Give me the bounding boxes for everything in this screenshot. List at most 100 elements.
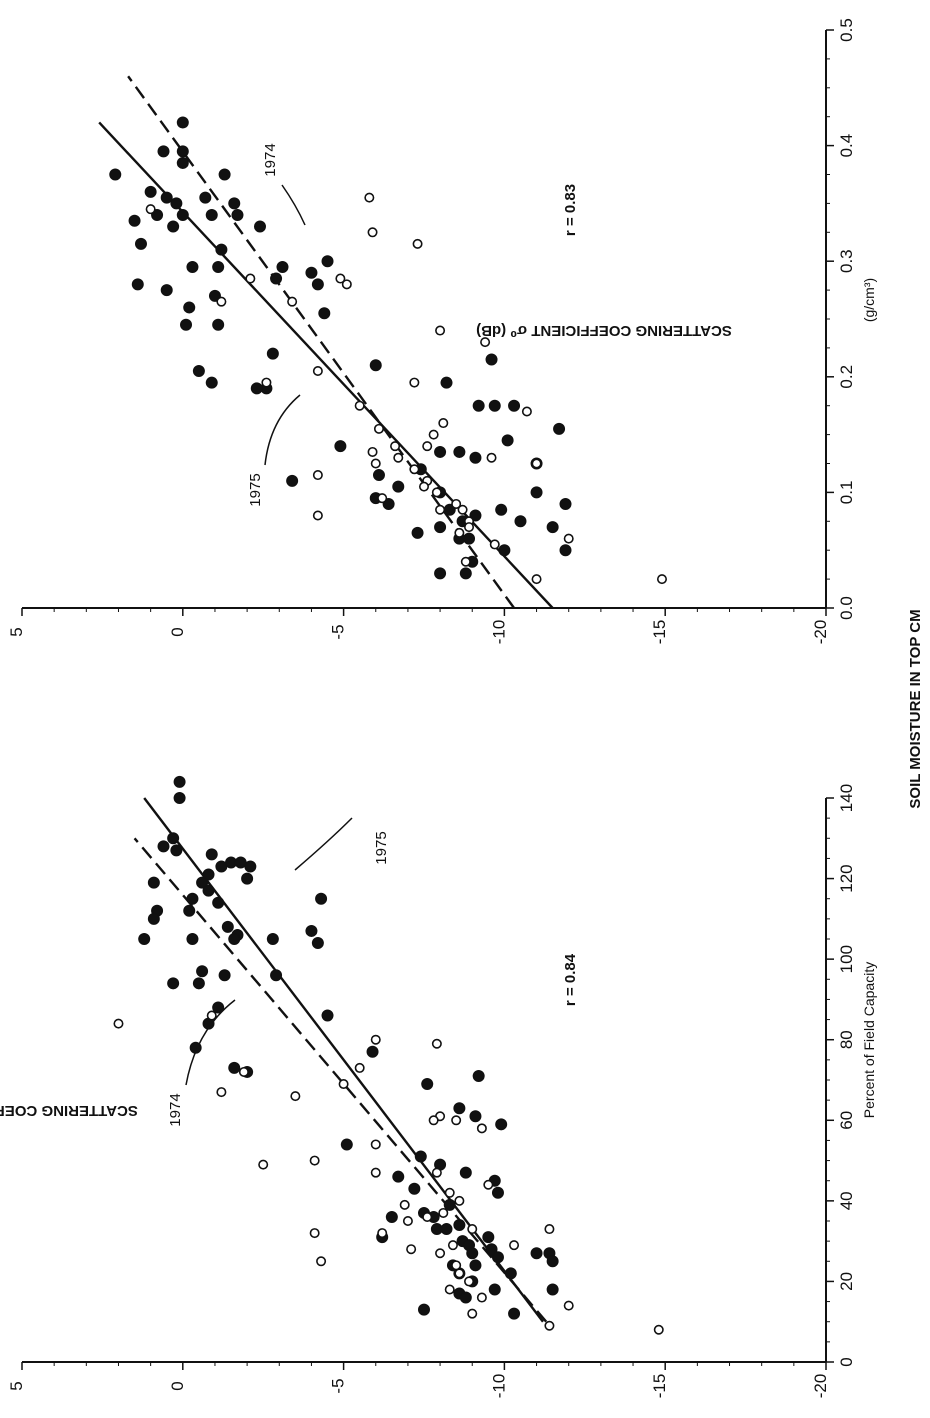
filled-point-chart-2: [321, 255, 334, 268]
filled-point-chart-2: [170, 197, 183, 210]
points-open-1: [113, 1010, 664, 1335]
filled-point-chart-1: [202, 868, 215, 881]
filled-point-chart-2: [250, 382, 263, 395]
filled-point-chart-2: [157, 145, 170, 158]
filled-point-chart-1: [244, 860, 257, 873]
x-tick-label-1: 140: [837, 784, 856, 812]
filled-point-chart-1: [221, 920, 234, 933]
open-point-chart-1: [206, 1010, 217, 1021]
filled-point-chart-1: [147, 912, 160, 925]
open-point-chart-1: [258, 1159, 269, 1170]
filled-point-chart-2: [453, 445, 466, 458]
filled-point-chart-1: [472, 1069, 485, 1082]
filled-point-chart-2: [231, 208, 244, 221]
open-point-chart-1: [377, 1228, 388, 1239]
filled-point-chart-2: [485, 353, 498, 366]
filled-point-chart-1: [173, 792, 186, 804]
filled-point-chart-1: [167, 977, 180, 990]
x-tick-label-1: 0: [837, 1357, 856, 1366]
open-point-chart-2: [312, 470, 323, 481]
line-label-1974-chart-2: 1974: [262, 143, 279, 176]
filled-point-chart-2: [469, 451, 482, 464]
filled-point-chart-2: [369, 359, 382, 372]
open-point-chart-1: [431, 1038, 442, 1049]
x-tick-label-2: 0.3: [837, 249, 856, 273]
filled-point-chart-2: [311, 278, 324, 291]
open-point-chart-1: [216, 1087, 227, 1098]
open-point-chart-1: [438, 1207, 449, 1218]
filled-point-chart-1: [453, 1102, 466, 1115]
open-point-chart-1: [370, 1139, 381, 1150]
filled-point-chart-1: [186, 892, 199, 905]
r-value-2: r = 0.83: [562, 184, 579, 236]
filled-point-chart-1: [546, 1255, 559, 1268]
filled-point-chart-2: [553, 422, 566, 435]
filled-point-chart-2: [559, 497, 572, 510]
filled-point-chart-2: [508, 399, 521, 412]
open-point-chart-2: [428, 429, 439, 440]
filled-point-chart-1: [392, 1170, 405, 1183]
x-tick-label-1: 120: [837, 864, 856, 892]
filled-point-chart-1: [147, 876, 160, 889]
filled-point-chart-1: [495, 1118, 508, 1131]
filled-point-chart-2: [131, 278, 144, 291]
filled-point-chart-1: [167, 832, 180, 845]
filled-point-chart-2: [109, 168, 122, 181]
filled-point-chart-1: [482, 1231, 495, 1244]
filled-point-chart-2: [318, 307, 331, 320]
filled-point-chart-2: [215, 243, 228, 256]
open-point-chart-1: [435, 1248, 446, 1259]
filled-point-chart-1: [157, 840, 170, 853]
x-tick-label-2: 0.2: [837, 365, 856, 389]
filled-point-chart-1: [321, 1009, 334, 1022]
open-point-chart-1: [454, 1195, 465, 1206]
filled-point-chart-1: [138, 933, 151, 945]
open-point-chart-1: [444, 1187, 455, 1198]
filled-point-chart-1: [488, 1283, 501, 1296]
y-tick-label-1: -20: [811, 1374, 830, 1399]
filled-point-chart-1: [459, 1166, 472, 1179]
points-open-2: [145, 192, 667, 585]
open-point-chart-2: [451, 498, 462, 509]
filled-point-chart-2: [253, 220, 266, 233]
filled-point-chart-1: [459, 1291, 472, 1304]
filled-point-chart-1: [315, 892, 328, 905]
y-tick-label-2: -5: [329, 624, 348, 639]
open-point-chart-1: [370, 1034, 381, 1045]
open-point-chart-2: [454, 527, 465, 538]
x-tick-label-2: 0.0: [837, 596, 856, 620]
filled-point-chart-2: [434, 521, 447, 534]
filled-point-chart-2: [334, 440, 347, 453]
filled-point-chart-1: [491, 1251, 504, 1264]
filled-point-chart-2: [559, 544, 572, 557]
open-point-chart-1: [238, 1066, 249, 1077]
filled-point-chart-2: [228, 197, 241, 210]
open-point-chart-1: [422, 1211, 433, 1222]
x-tick-label-1: 100: [837, 945, 856, 973]
filled-point-chart-2: [144, 185, 157, 198]
filled-point-chart-2: [176, 208, 189, 221]
filled-point-chart-2: [459, 567, 472, 580]
filled-point-chart-2: [434, 567, 447, 580]
filled-point-chart-1: [266, 933, 279, 945]
open-point-chart-1: [290, 1091, 301, 1102]
filled-point-chart-2: [498, 544, 511, 557]
x-tick-label-2: 0.5: [837, 18, 856, 42]
filled-point-chart-1: [186, 933, 199, 945]
filled-point-chart-1: [170, 844, 183, 857]
filled-point-chart-2: [276, 260, 289, 273]
open-point-chart-1: [370, 1167, 381, 1178]
filled-point-chart-2: [183, 301, 196, 314]
filled-point-chart-1: [196, 965, 209, 978]
chart-2: 0.0 0.1 0.2 0.3 0.4 0.5 5 0 -5 -10 -15 -20 SCATTER…: [7, 18, 877, 644]
open-point-chart-2: [312, 510, 323, 521]
y-tick-label-1: -10: [489, 1374, 508, 1399]
open-point-chart-2: [409, 464, 420, 475]
open-point-chart-1: [444, 1284, 455, 1295]
filled-point-chart-1: [469, 1110, 482, 1123]
open-point-chart-1: [113, 1018, 124, 1029]
x-axis-title-1: Percent of Field Capacity: [861, 962, 877, 1118]
open-point-chart-1: [563, 1300, 574, 1311]
x-tick-label-1: 40: [837, 1191, 856, 1210]
fit-lines-1: [133, 797, 548, 1323]
